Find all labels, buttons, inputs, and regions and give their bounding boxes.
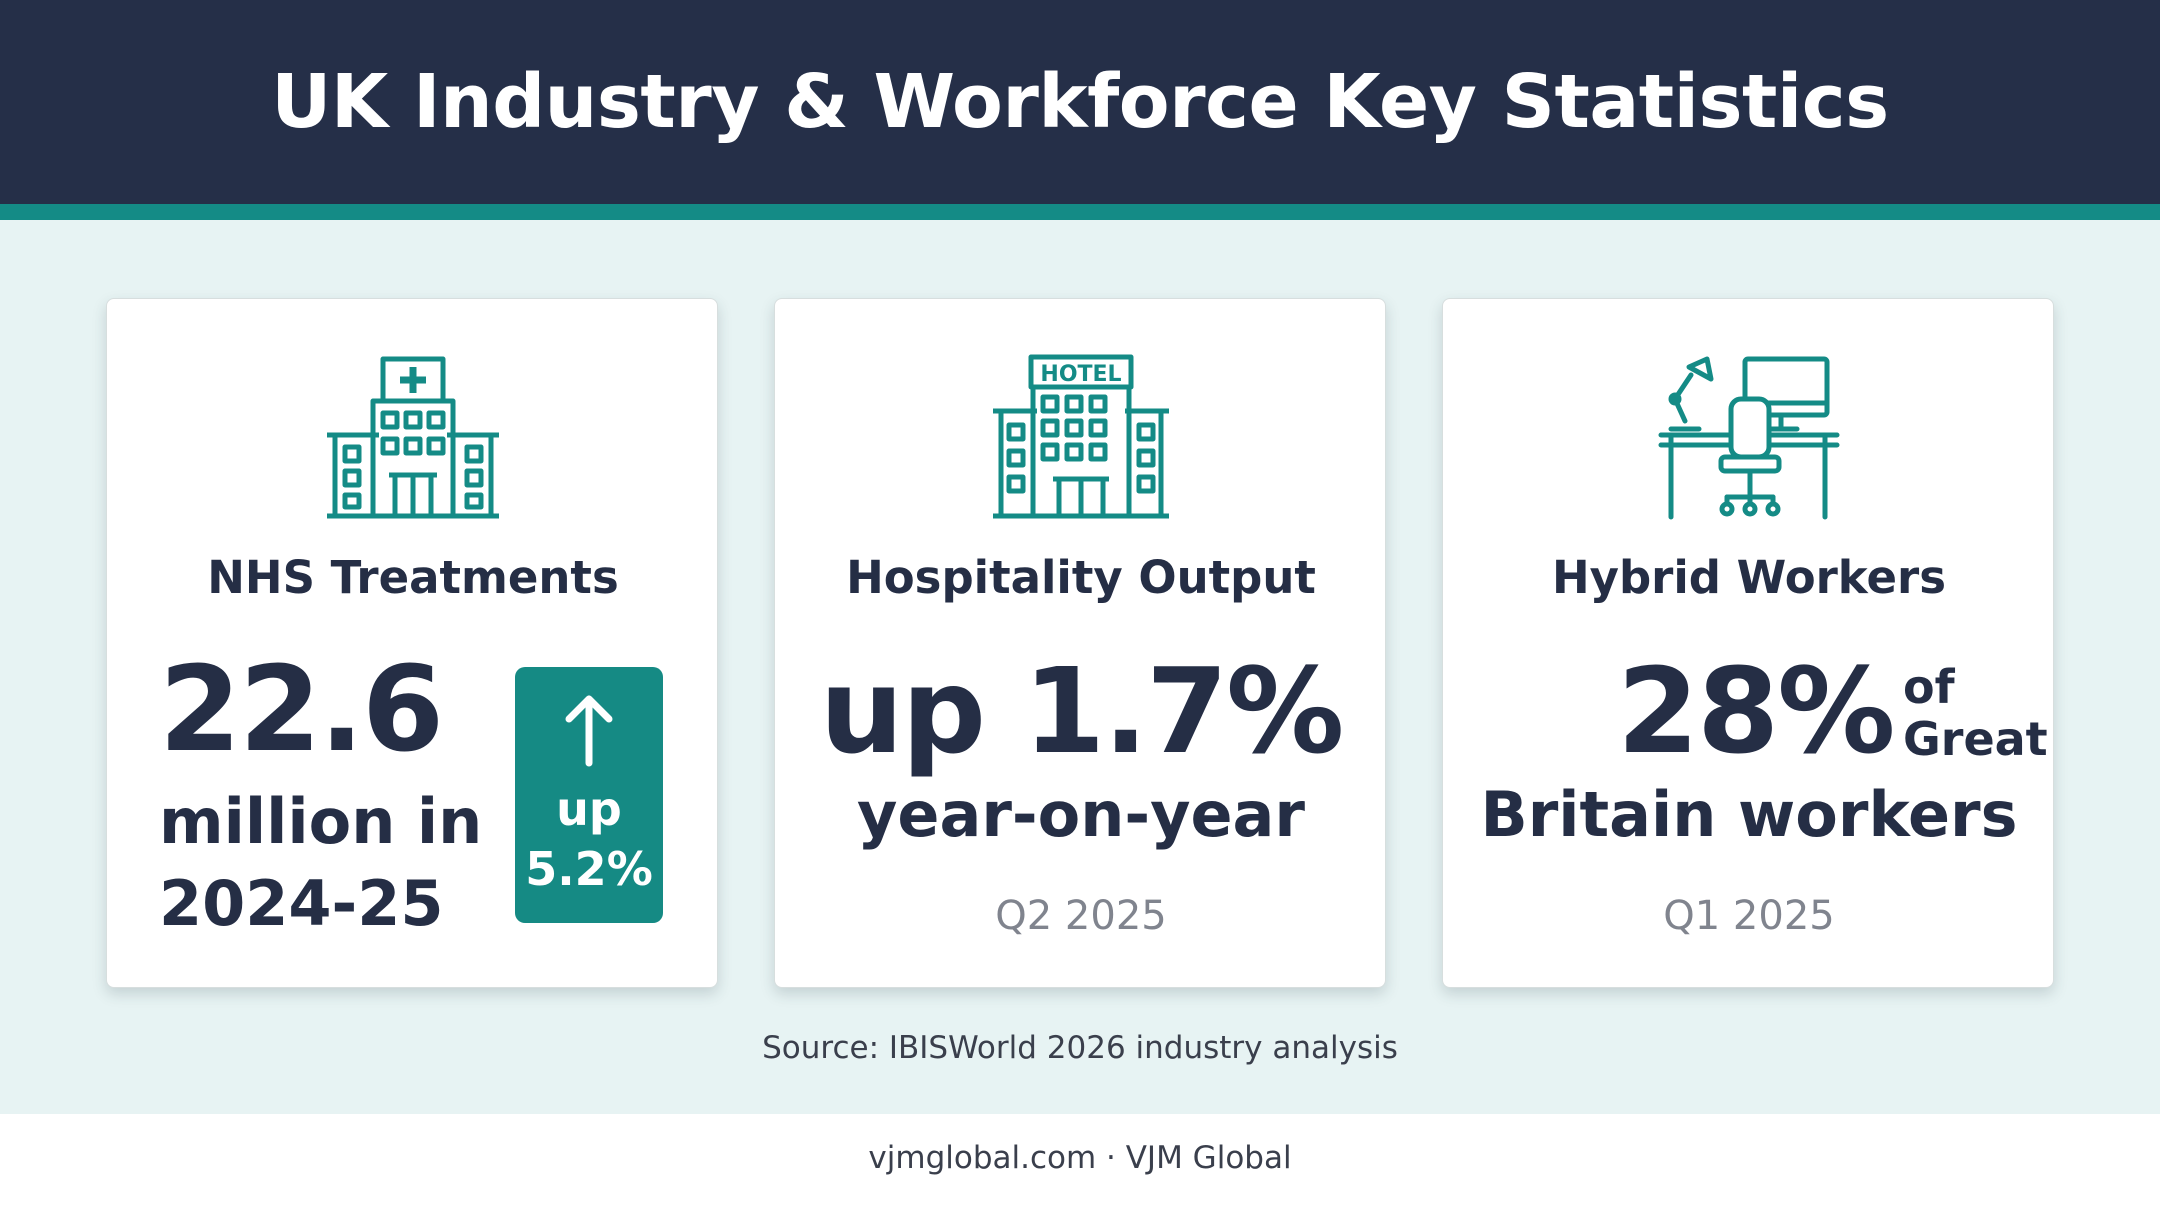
- desk-workstation-icon: [1649, 351, 1849, 521]
- stat-card-hybrid-workers: Hybrid Workers 28% of Great Britain work…: [1442, 298, 2054, 988]
- header-banner: UK Industry & Workforce Key Statistics: [0, 0, 2160, 204]
- source-note: Source: IBISWorld 2026 industry analysis: [762, 1030, 1398, 1066]
- stat-card-hospitality: HOTEL Hospitality Output up 1.7% year-on…: [774, 298, 1386, 988]
- hotel-sign-text: HOTEL: [1040, 362, 1121, 387]
- stat-subtitle: year-on-year: [857, 778, 1305, 851]
- stat-subtitle: million in 2024-25: [159, 785, 483, 940]
- stat-subtitle: Britain workers: [1480, 778, 2018, 851]
- stat-value: up 1.7%: [819, 642, 1345, 780]
- page-title: UK Industry & Workforce Key Statistics: [271, 59, 1889, 145]
- footer: vjmglobal.com · VJM Global: [0, 1114, 2160, 1206]
- card-title: NHS Treatments: [207, 551, 619, 604]
- card-title: Hybrid Workers: [1551, 551, 1947, 604]
- period-label: Q1 2025: [1663, 893, 1835, 939]
- stat-value: 22.6: [159, 640, 444, 778]
- change-badge: up 5.2%: [515, 667, 663, 923]
- card-title: Hospitality Output: [846, 551, 1316, 604]
- arrow-up-icon: [565, 695, 613, 767]
- header-accent-bar: [0, 204, 2160, 220]
- period-label: Q2 2025: [995, 893, 1167, 939]
- footer-credit: vjmglobal.com · VJM Global: [868, 1140, 1292, 1176]
- stat-card-nhs: NHS Treatments 22.6 million in 2024-25 u…: [106, 298, 718, 988]
- hotel-icon: HOTEL: [981, 351, 1181, 521]
- change-label: up 5.2%: [525, 782, 653, 896]
- stat-value: 28%: [1617, 642, 1895, 780]
- hospital-icon: [313, 351, 513, 521]
- stat-value-suffix: of Great: [1903, 660, 2048, 766]
